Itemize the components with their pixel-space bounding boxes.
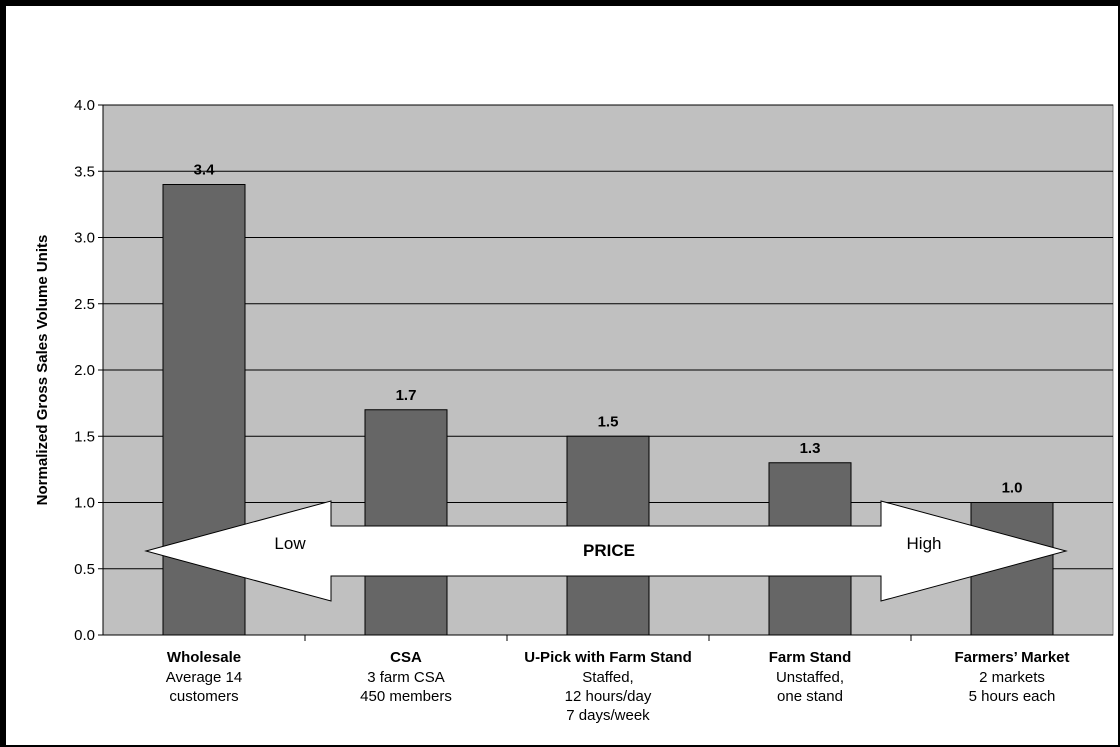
y-tick-label: 2.0 (74, 362, 95, 379)
category-title: CSA (390, 649, 422, 666)
y-tick-label: 1.0 (74, 495, 95, 512)
y-tick-label: 2.5 (74, 296, 95, 313)
data-label: 1.7 (396, 387, 417, 404)
category-subtitle: 450 members (360, 688, 452, 705)
category-title: U-Pick with Farm Stand (524, 649, 692, 666)
category-subtitle: 3 farm CSA (367, 669, 445, 686)
y-axis-label: Normalized Gross Sales Volume Units (34, 235, 51, 506)
arrow-price-label: PRICE (583, 541, 635, 560)
category-subtitle: Average 14 (166, 669, 242, 686)
category-subtitle: Unstaffed, (776, 669, 844, 686)
price-arrow (144, 500, 1068, 602)
y-tick-label: 0.5 (74, 561, 95, 578)
category-subtitle: customers (169, 688, 238, 705)
arrow-high-label: High (907, 534, 942, 553)
category-subtitle: 7 days/week (566, 707, 650, 724)
category-title: Farm Stand (769, 649, 852, 666)
category-subtitle: 2 markets (979, 669, 1045, 686)
y-tick-label: 1.5 (74, 428, 95, 445)
bar (364, 409, 448, 636)
data-label: 1.5 (598, 413, 619, 430)
y-tick-label: 3.0 (74, 230, 95, 247)
y-tick-label: 3.5 (74, 163, 95, 180)
category-subtitle: one stand (777, 688, 843, 705)
y-tick-label: 0.0 (74, 627, 95, 644)
data-label: 3.4 (194, 162, 216, 179)
category-subtitle: 12 hours/day (565, 688, 652, 705)
category-subtitle: Staffed, (582, 669, 633, 686)
arrow-low-label: Low (274, 534, 306, 553)
data-label: 1.3 (800, 440, 821, 457)
y-tick-label: 4.0 (74, 97, 95, 114)
category-title: Farmers’ Market (954, 649, 1069, 666)
category-title: Wholesale (167, 649, 241, 666)
category-subtitle: 5 hours each (969, 688, 1056, 705)
data-label: 1.0 (1002, 480, 1023, 497)
